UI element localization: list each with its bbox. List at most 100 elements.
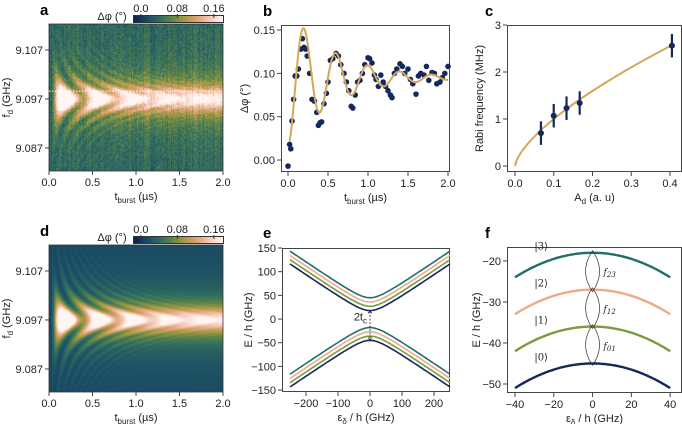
- panel-c: [503, 24, 682, 176]
- heatmap-d-image: [49, 245, 223, 392]
- data-point: [550, 112, 557, 119]
- x-tick-label: −200: [294, 398, 319, 410]
- x-tick-label: 2.0: [215, 177, 230, 189]
- x-tick-label: 0: [589, 399, 595, 411]
- y-tick-label: −40: [482, 338, 501, 350]
- y-axis-label: fd (GHz): [1, 78, 15, 118]
- y-tick-label: 0.10: [254, 68, 275, 80]
- plot-frame-d: [48, 244, 224, 393]
- x-tick-label: 0.4: [662, 178, 677, 190]
- x-tick-label: 40: [664, 399, 676, 411]
- data-point: [563, 105, 570, 112]
- colorbar-tick-label: 0.08: [167, 3, 188, 15]
- colorbar-d: [133, 236, 224, 244]
- colorbar-tick-label: 0.0: [133, 224, 148, 236]
- energy-level-curve: [514, 362, 671, 390]
- x-tick-label: 1.5: [400, 178, 415, 190]
- y-tick-label: 2: [495, 67, 501, 79]
- x-tick-label: 1.5: [172, 398, 187, 410]
- y-tick-label: −50: [482, 379, 501, 391]
- data-point: [668, 42, 675, 49]
- panel-letter-f: f: [485, 225, 491, 242]
- y-tick-label: 0.05: [254, 112, 275, 124]
- x-tick-label: 0.0: [41, 177, 56, 189]
- x-tick-label: 0.5: [320, 178, 335, 190]
- x-tick-label: 100: [393, 398, 411, 410]
- x-tick-label: 2.0: [440, 178, 455, 190]
- x-axis-label: tburst (µs): [114, 191, 157, 205]
- x-axis-label: εδ / h (GHz): [566, 413, 623, 424]
- colorbar-tick-label: 0.16: [203, 224, 224, 236]
- x-tick-label: 0.0: [280, 178, 295, 190]
- transition-arrow: [585, 287, 600, 329]
- x-tick-label: 2.0: [215, 398, 230, 410]
- data-point: [437, 79, 443, 85]
- level-label: |3⟩: [534, 242, 548, 253]
- panel-b: [277, 25, 450, 176]
- lower-branch-curve: [289, 339, 451, 388]
- y-tick-label: 0.00: [254, 155, 275, 167]
- data-point: [405, 66, 411, 72]
- data-point: [302, 46, 309, 52]
- plot-frame-c: [507, 25, 682, 172]
- y-tick-label: −100: [251, 361, 276, 373]
- y-tick-label: 50: [264, 290, 276, 302]
- x-axis-label: εδ / h (GHz): [337, 412, 394, 424]
- panel-letter-a: a: [40, 2, 49, 19]
- energy-level-curve: [514, 325, 671, 353]
- y-axis-label: Rabi frequency (MHz): [474, 45, 486, 152]
- panel-letter-c: c: [485, 3, 493, 20]
- data-point: [288, 145, 294, 152]
- lower-branch-curve: [289, 330, 451, 380]
- colorbar-a: [133, 15, 224, 23]
- transition-arrow: [585, 324, 600, 366]
- x-tick-label: 0.0: [507, 178, 522, 190]
- y-tick-label: 0.15: [254, 25, 275, 37]
- level-label: |1⟩: [534, 316, 548, 327]
- data-point: [426, 77, 432, 84]
- data-point: [285, 163, 291, 169]
- x-tick-label: −100: [326, 398, 351, 410]
- x-tick-label: 0.2: [585, 178, 600, 190]
- data-point: [394, 66, 400, 72]
- x-tick-label: 0.0: [41, 398, 56, 410]
- y-axis-label: E / h (GHz): [471, 292, 483, 347]
- y-tick-label: 9.107: [15, 45, 43, 57]
- y-tick-label: 9.087: [15, 364, 43, 376]
- data-point: [378, 72, 384, 78]
- y-tick-label: 9.107: [15, 266, 43, 278]
- x-tick-label: 0: [367, 398, 373, 410]
- y-tick-label: 150: [258, 243, 276, 255]
- panel-a: [45, 23, 224, 175]
- x-tick-label: 20: [625, 399, 637, 411]
- data-point: [385, 87, 391, 94]
- data-point: [445, 63, 451, 70]
- colorbar-tick-label: 0.08: [167, 224, 188, 236]
- x-tick-label: 1.5: [172, 177, 187, 189]
- data-point: [576, 100, 583, 107]
- y-tick-label: 9.087: [15, 143, 43, 155]
- upper-branch-curve: [289, 254, 451, 303]
- transition-arrow: [585, 250, 600, 292]
- colorbar-label: Δφ (°): [97, 11, 126, 23]
- lower-branch-curve: [289, 335, 451, 384]
- energy-level-curve: [514, 251, 671, 279]
- y-axis-label: fd (GHz): [1, 299, 15, 339]
- panel-e: [278, 247, 450, 396]
- x-tick-label: 0.1: [546, 178, 561, 190]
- data-point: [286, 141, 293, 148]
- colorbar-tick-label: 0.0: [133, 3, 148, 15]
- y-tick-label: 0: [495, 161, 501, 173]
- data-point: [369, 60, 375, 66]
- y-tick-label: −20: [482, 256, 501, 268]
- plot-frame-a: [48, 23, 224, 172]
- data-point: [350, 105, 356, 111]
- gap-label: 2tc: [354, 311, 367, 325]
- y-tick-label: 1: [495, 114, 501, 126]
- transition-label: f23: [603, 268, 617, 279]
- y-tick-label: 100: [258, 267, 276, 279]
- colorbar-tick-label: 0.16: [203, 3, 224, 15]
- data-point: [318, 119, 325, 125]
